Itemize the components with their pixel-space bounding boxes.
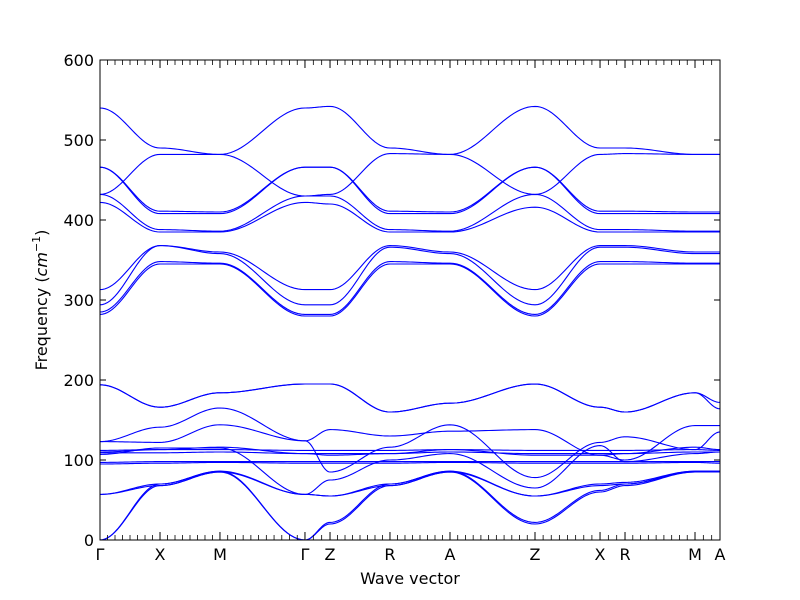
x-tick-label: A [715,545,726,564]
x-tick-label: Γ [96,545,105,564]
band-3 [99,471,720,497]
x-tick-label: A [445,545,456,564]
band-11 [100,424,721,479]
band-20 [99,193,720,232]
band-14 [99,383,721,413]
x-tick-label: Z [530,545,541,564]
band-9 [99,446,721,456]
band-5 [100,461,720,465]
y-tick-label: 100 [63,451,94,470]
band-15 [99,263,720,317]
band-21 [99,166,720,215]
band-12 [99,407,720,461]
x-tick-label: M [213,545,227,564]
y-axis-label-prefix: Frequency ( [32,276,51,370]
band-24 [99,105,720,155]
x-axis-label: Wave vector [360,569,460,588]
band-10 [100,449,720,451]
x-tick-label: X [155,545,166,564]
y-tick-label: 400 [63,211,94,230]
y-axis-label-unit: cm [32,252,51,276]
band-16 [99,261,720,315]
y-tick-label: 600 [63,51,94,70]
plot-frame [99,59,721,541]
y-tick-label: 500 [63,131,94,150]
x-tick-label: R [619,545,630,564]
y-axis-label-exponent: −1 [30,236,43,252]
x-tick-label: X [595,545,606,564]
y-tick-label: 200 [63,371,94,390]
y-axis-label-suffix: ) [32,230,51,236]
y-tick-label: 0 [84,531,94,550]
x-tick-label: Γ [301,545,310,564]
band-19 [99,201,720,233]
x-tick-label: M [688,545,702,564]
band-17 [99,245,720,306]
band-4 [99,470,720,497]
band-7 [99,445,721,495]
x-tick-label: R [384,545,395,564]
band-lines [99,105,721,541]
band-18 [99,245,720,291]
axis-ticks [99,59,721,541]
y-tick-label: 300 [63,291,94,310]
band-22 [99,166,720,213]
x-tick-label: Z [325,545,336,564]
y-tick-labels: 0 100 200 300 400 500 600 [63,51,94,550]
y-axis-label: Frequency (cm−1) [30,230,51,371]
